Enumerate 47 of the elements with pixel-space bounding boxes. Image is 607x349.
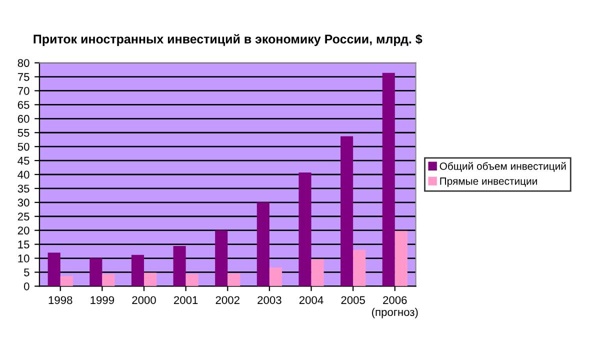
legend-label: Общий объем инвестиций (440, 162, 566, 172)
bar (340, 136, 354, 286)
bar (382, 72, 395, 286)
bar (353, 250, 366, 286)
bar (298, 172, 312, 286)
bar (394, 230, 408, 286)
x-tick-label: 2000 (132, 296, 156, 304)
y-tick-label: 25 (18, 212, 30, 221)
bar (48, 252, 60, 286)
y-tick-label: 50 (18, 142, 30, 151)
x-tick-label: 2006 (прогноз) (372, 296, 418, 318)
x-tick-label: 1999 (90, 296, 114, 304)
bar (60, 276, 73, 286)
bar (131, 254, 144, 286)
bar (186, 274, 198, 286)
y-tick-label: 55 (18, 129, 30, 137)
bar (311, 259, 324, 286)
y-tick-label: 0 (24, 282, 30, 290)
y-tick-label: 15 (18, 240, 30, 248)
bar (256, 202, 270, 286)
y-tick-label: 80 (18, 59, 30, 67)
x-tick-label: 1998 (48, 296, 72, 304)
y-tick-label: 10 (18, 254, 30, 262)
y-tick-label: 70 (18, 87, 30, 95)
y-tick-label: 45 (18, 156, 30, 165)
y-tick-label: 75 (18, 73, 30, 81)
bar (144, 272, 157, 286)
y-tick-label: 65 (18, 100, 30, 109)
x-tick-label: 2003 (258, 296, 282, 304)
bar (173, 246, 186, 286)
y-tick-label: 35 (18, 184, 30, 193)
y-tick-label: 5 (24, 268, 30, 276)
y-tick-label: 30 (18, 198, 30, 207)
bar (90, 258, 102, 286)
x-tick-label: 2002 (216, 296, 240, 304)
bar (102, 274, 115, 286)
x-tick-label: 2004 (299, 296, 324, 304)
bar (215, 230, 228, 286)
y-tick-label: 20 (18, 226, 30, 234)
bar (228, 273, 240, 286)
legend-label: Прямые инвестиции (440, 178, 537, 187)
chart-title: Приток иностранных инвестиций в экономику России, млрд. $ (34, 34, 422, 46)
x-tick-label: 2001 (174, 296, 198, 304)
y-tick-label: 40 (18, 170, 30, 179)
bar (269, 267, 282, 286)
x-tick-label: 2005 (341, 296, 365, 304)
y-tick-label: 60 (18, 114, 30, 123)
